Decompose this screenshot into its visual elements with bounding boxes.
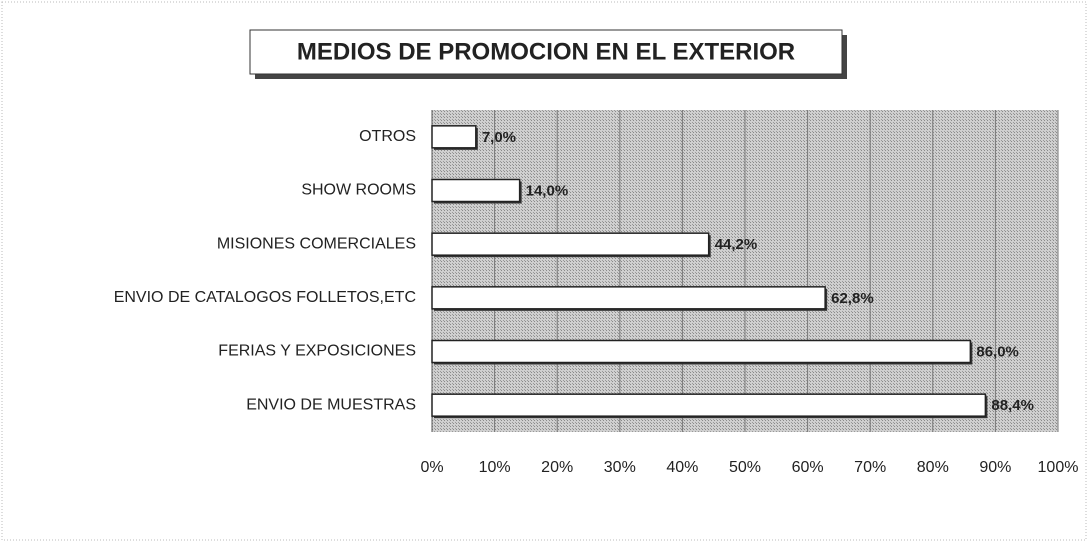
x-tick-label: 40%	[666, 459, 698, 476]
chart-title: MEDIOS DE PROMOCION EN EL EXTERIOR	[297, 38, 795, 65]
y-tick-label: SHOW ROOMS	[301, 182, 416, 199]
y-tick-label: ENVIO DE CATALOGOS FOLLETOS,ETC	[114, 289, 416, 306]
x-tick-label: 50%	[729, 459, 761, 476]
bar	[431, 232, 710, 256]
x-tick-label: 60%	[792, 459, 824, 476]
x-tick-label: 20%	[541, 459, 573, 476]
x-tick-label: 80%	[917, 459, 949, 476]
x-tick-label: 10%	[479, 459, 511, 476]
bar	[431, 178, 521, 203]
title-box	[249, 29, 843, 75]
x-tick-label: 0%	[420, 459, 443, 476]
x-tick-label: 70%	[854, 459, 886, 476]
y-tick-label: ENVIO DE MUESTRAS	[246, 396, 416, 413]
value-label: 7,0%	[482, 129, 516, 146]
bar	[431, 286, 826, 310]
bar	[431, 125, 477, 149]
value-label: 62,8%	[831, 290, 874, 307]
x-tick-label: 90%	[979, 459, 1011, 476]
value-label: 88,4%	[991, 397, 1034, 414]
bar	[431, 339, 972, 364]
y-tick-label: OTROS	[359, 128, 416, 145]
y-tick-label: FERIAS Y EXPOSICIONES	[218, 343, 416, 360]
x-tick-label: 30%	[604, 459, 636, 476]
y-tick-label: MISIONES COMERCIALES	[217, 235, 416, 252]
value-label: 86,0%	[976, 343, 1019, 360]
value-label: 14,0%	[526, 182, 569, 199]
value-label: 44,2%	[715, 236, 758, 253]
bar	[431, 393, 987, 417]
x-tick-label: 100%	[1038, 459, 1079, 476]
